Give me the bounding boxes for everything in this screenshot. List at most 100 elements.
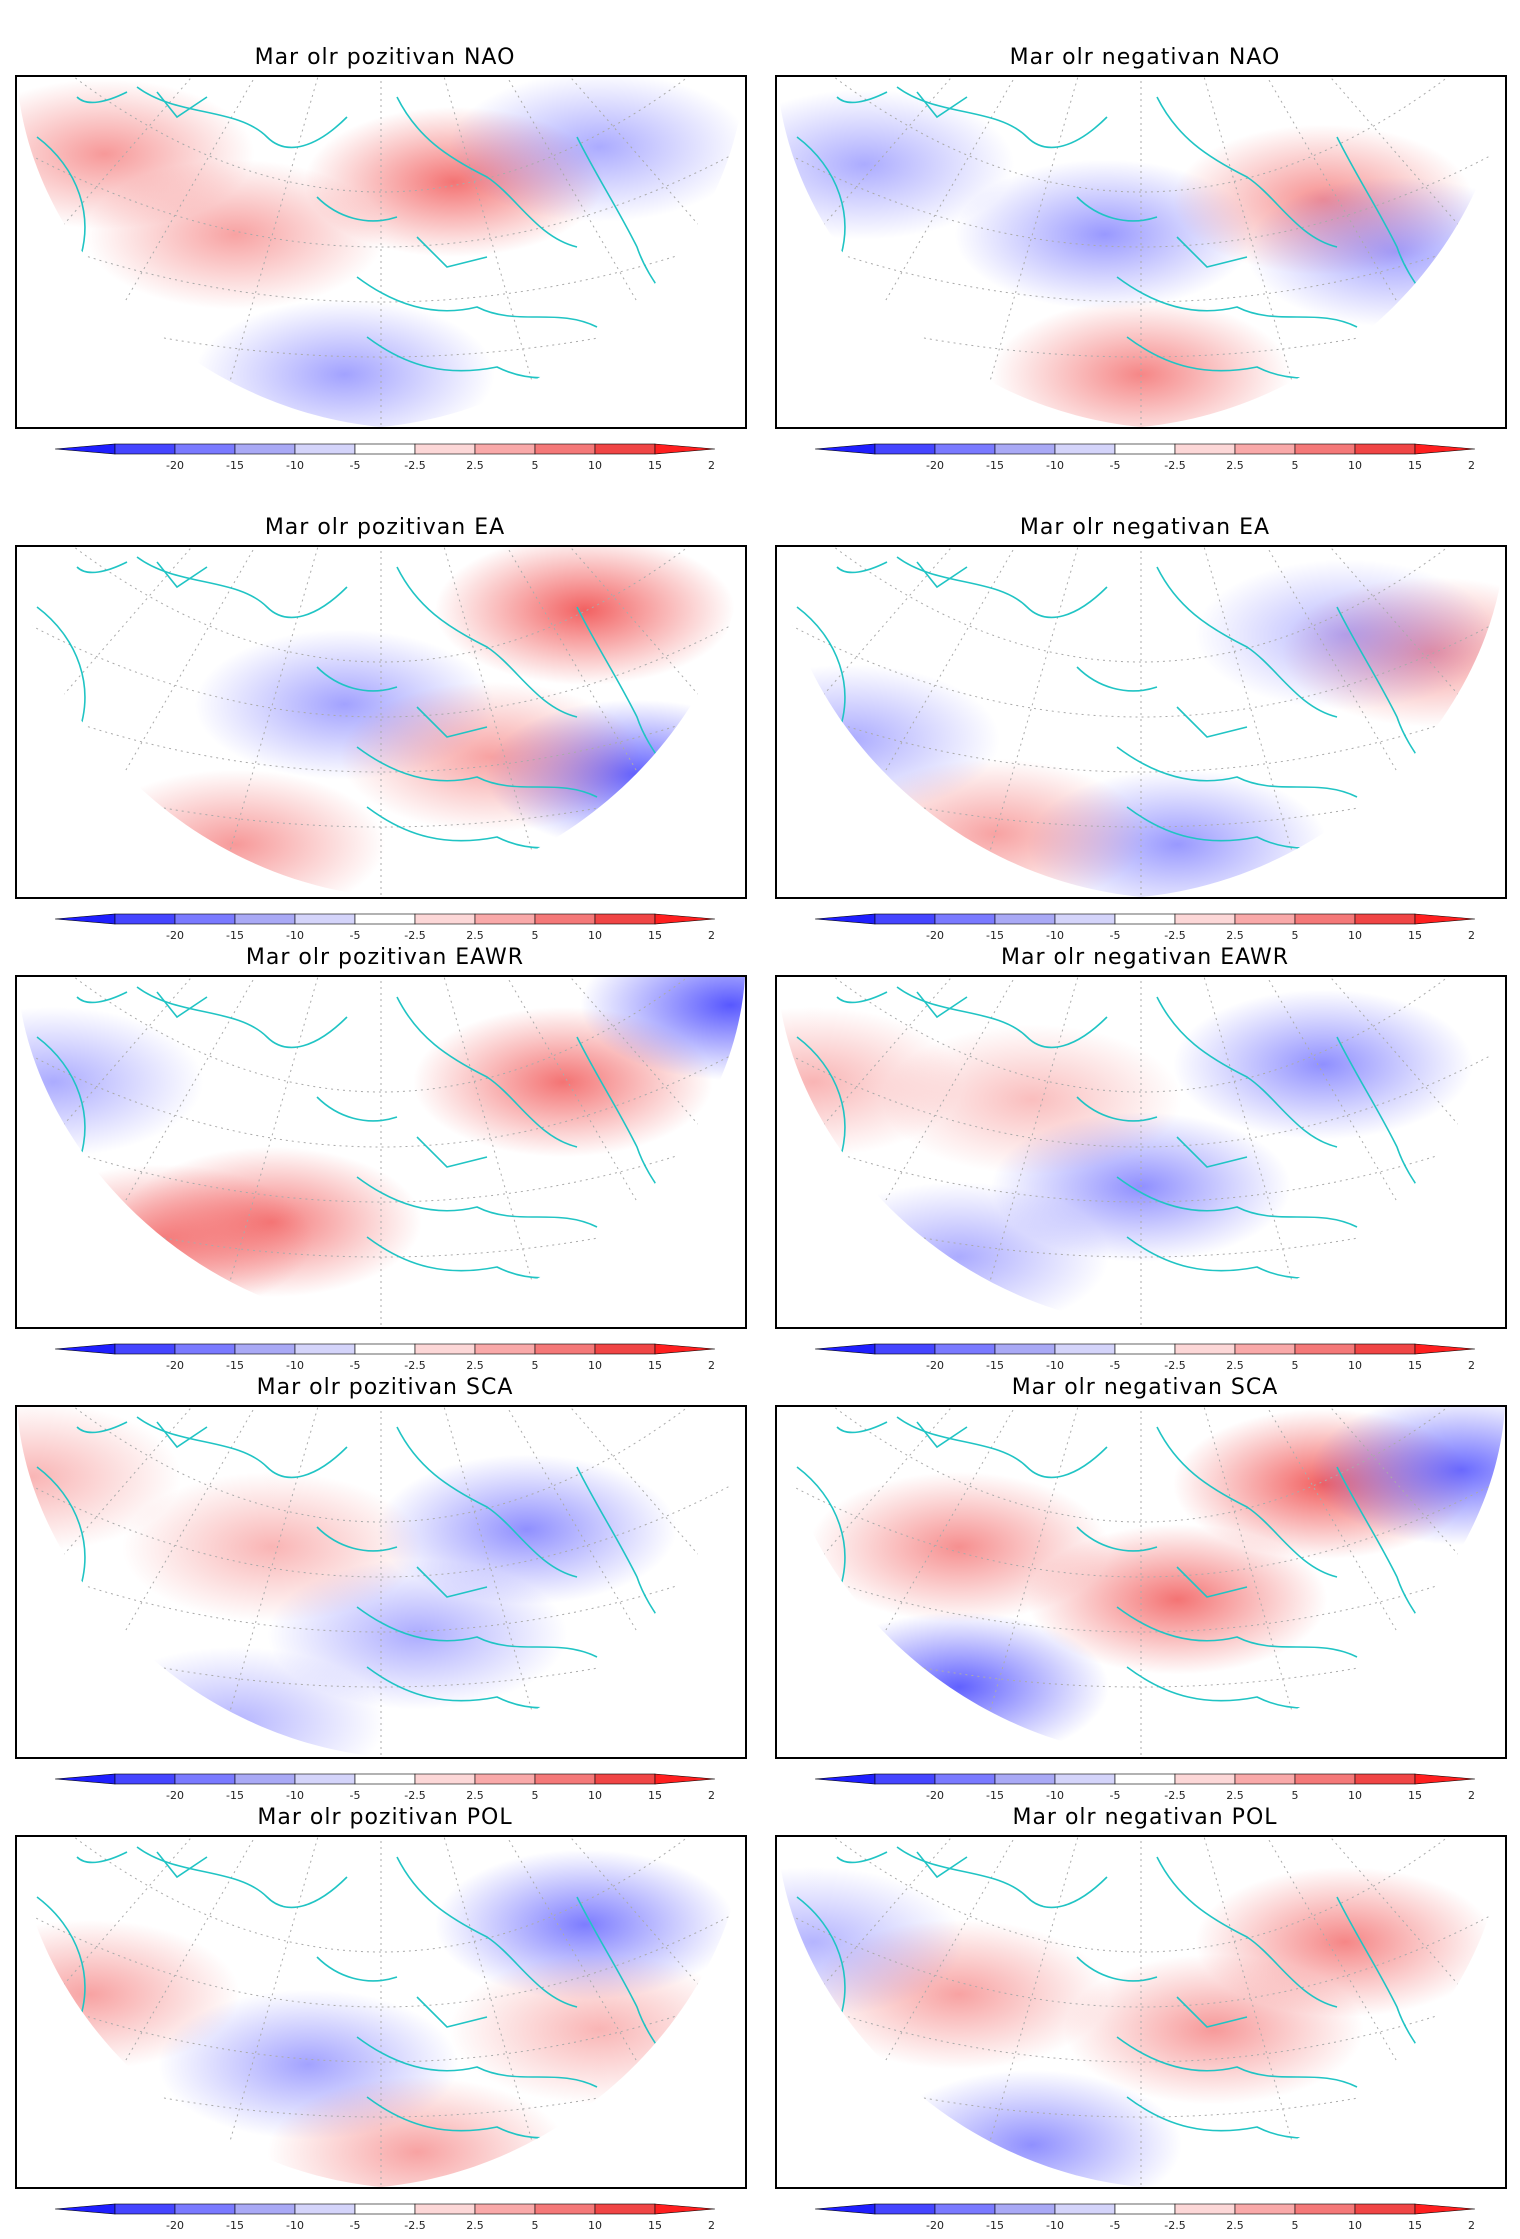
- colorbar-segment: [1294, 2203, 1356, 2215]
- colorbar-tick-label: -5: [350, 2219, 361, 2232]
- colorbar-tick-label: -5: [350, 459, 361, 472]
- coastline: [76, 561, 208, 589]
- colorbar-segment: [1294, 443, 1356, 455]
- colorbar-tick-label: -5: [1110, 929, 1121, 942]
- colorbar-tick-label: -20: [166, 1789, 184, 1802]
- colorbar-segment: [174, 443, 236, 455]
- colorbar-tick-label: 10: [1348, 1789, 1362, 1802]
- coastline: [356, 2036, 598, 2088]
- colorbar-tick-label: 2.5: [466, 2219, 484, 2232]
- map-panel: Mar olr pozitivan EAWR -20 -15 -10 -5 -2.5 2.5…: [15, 945, 755, 1375]
- coastline: [1076, 1096, 1248, 1168]
- colorbar-tick-label: 2.5: [1226, 459, 1244, 472]
- colorbar-segment: [1174, 1773, 1236, 1785]
- colorbar-segment: [1114, 1773, 1176, 1785]
- coastline: [1116, 276, 1358, 328]
- colorbar-segment: [414, 1773, 476, 1785]
- colorbar-segment: [1054, 913, 1116, 925]
- colorbar-segment: [594, 2203, 656, 2215]
- colorbar: -20 -15 -10 -5 -2.5 2.5 5 10 15 20: [814, 1341, 1482, 1375]
- colorbar-segment: [474, 443, 536, 455]
- colorbar-segment: [174, 1773, 236, 1785]
- colorbar-segment: [294, 913, 356, 925]
- colorbar-arrow-left: [54, 443, 116, 455]
- colorbar-tick-label: -10: [1046, 929, 1064, 942]
- colorbar-tick-label: 15: [648, 2219, 662, 2232]
- coastline: [896, 986, 1108, 1049]
- colorbar-tick-label: 15: [1408, 929, 1422, 942]
- colorbar-tick-label: 2.5: [1226, 929, 1244, 942]
- positive-anomaly: [881, 1024, 1182, 1175]
- anomaly-map: [777, 77, 1505, 427]
- colorbar-tick-label: -20: [926, 459, 944, 472]
- colorbar-tick-label: -15: [226, 2219, 244, 2232]
- colorbar-arrow-right: [1414, 443, 1476, 455]
- coastline: [316, 1096, 488, 1168]
- colorbar-segment: [174, 1343, 236, 1355]
- map-domain: [777, 1407, 1505, 1757]
- colorbar-tick-label: 15: [648, 929, 662, 942]
- colorbar: -20 -15 -10 -5 -2.5 2.5 5 10 15 20: [54, 2201, 722, 2235]
- map-domain: [17, 77, 745, 427]
- coastline: [76, 91, 208, 119]
- map-frame: [15, 1405, 747, 1759]
- colorbar-segment: [174, 2203, 236, 2215]
- colorbar: -20 -15 -10 -5 -2.5 2.5 5 10 15 20: [814, 1771, 1482, 1805]
- colorbar-tick-label: 2.5: [1226, 2219, 1244, 2232]
- colorbar-segment: [414, 913, 476, 925]
- anomaly-map: [777, 977, 1505, 1327]
- colorbar-segment: [1234, 443, 1296, 455]
- anomaly-map: [17, 1407, 745, 1757]
- map-domain: [777, 1837, 1505, 2187]
- colorbar-segment: [994, 2203, 1056, 2215]
- map-frame: [775, 545, 1507, 899]
- coastline: [136, 86, 348, 149]
- colorbar-tick-label: 5: [1292, 459, 1299, 472]
- coastline: [1156, 996, 1338, 1148]
- colorbar-segment: [1114, 2203, 1176, 2215]
- colorbar-segment: [874, 2203, 936, 2215]
- panel-title: Mar olr negativan POL: [1012, 1805, 1278, 1830]
- colorbar-arrow-left: [814, 2203, 876, 2215]
- colorbar-tick-label: -20: [166, 929, 184, 942]
- panel-title: Mar olr negativan EA: [1019, 515, 1271, 540]
- colorbar-segment: [1114, 913, 1176, 925]
- colorbar-segment: [1174, 2203, 1236, 2215]
- coastline: [356, 1606, 598, 1658]
- colorbar-segment: [1294, 1343, 1356, 1355]
- colorbar-tick-label: -15: [226, 459, 244, 472]
- colorbar-segment: [1234, 1343, 1296, 1355]
- colorbar-tick-label: -15: [226, 1789, 244, 1802]
- colorbar-tick-label: 20: [1468, 1789, 1475, 1802]
- colorbar-tick-label: 2.5: [1226, 1789, 1244, 1802]
- panel-title: Mar olr pozitivan POL: [257, 1805, 513, 1830]
- colorbar-arrow-right: [1414, 2203, 1476, 2215]
- positive-anomaly: [449, 1954, 745, 2105]
- coastline: [1076, 1526, 1248, 1598]
- colorbar-segment: [294, 443, 356, 455]
- colorbar-tick-label: -15: [226, 1359, 244, 1372]
- map-panel: Mar olr pozitivan SCA -20 -15 -10 -5 -2.5 2.5 5…: [15, 1375, 755, 1805]
- colorbar-tick-label: 5: [532, 929, 539, 942]
- colorbar-tick-label: -2.5: [404, 1789, 425, 1802]
- map-domain: [17, 547, 745, 897]
- colorbar-arrow-right: [654, 2203, 716, 2215]
- colorbar-segment: [534, 443, 596, 455]
- colorbar-segment: [1054, 1773, 1116, 1785]
- colorbar-tick-label: -20: [926, 1789, 944, 1802]
- positive-anomaly: [434, 547, 735, 685]
- positive-anomaly: [17, 1919, 240, 2070]
- map-panel: Mar olr negativan EAWR -20 -15 -10 -5 -2.5 2.5…: [775, 945, 1515, 1375]
- map-frame: [15, 975, 747, 1329]
- coastline: [396, 1426, 578, 1578]
- colorbar-tick-label: 20: [1468, 929, 1475, 942]
- colorbar-tick-label: 10: [1348, 929, 1362, 942]
- coastline: [136, 1846, 348, 1909]
- coastline: [896, 1416, 1108, 1479]
- colorbar-segment: [414, 443, 476, 455]
- colorbar-tick-label: 10: [588, 929, 602, 942]
- map-frame: [775, 75, 1507, 429]
- colorbar-tick-label: -15: [986, 1789, 1004, 1802]
- map-panel: Mar olr negativan SCA -20 -15 -10 -5 -2.5 2.5 5…: [775, 1375, 1515, 1805]
- colorbar-segment: [934, 1773, 996, 1785]
